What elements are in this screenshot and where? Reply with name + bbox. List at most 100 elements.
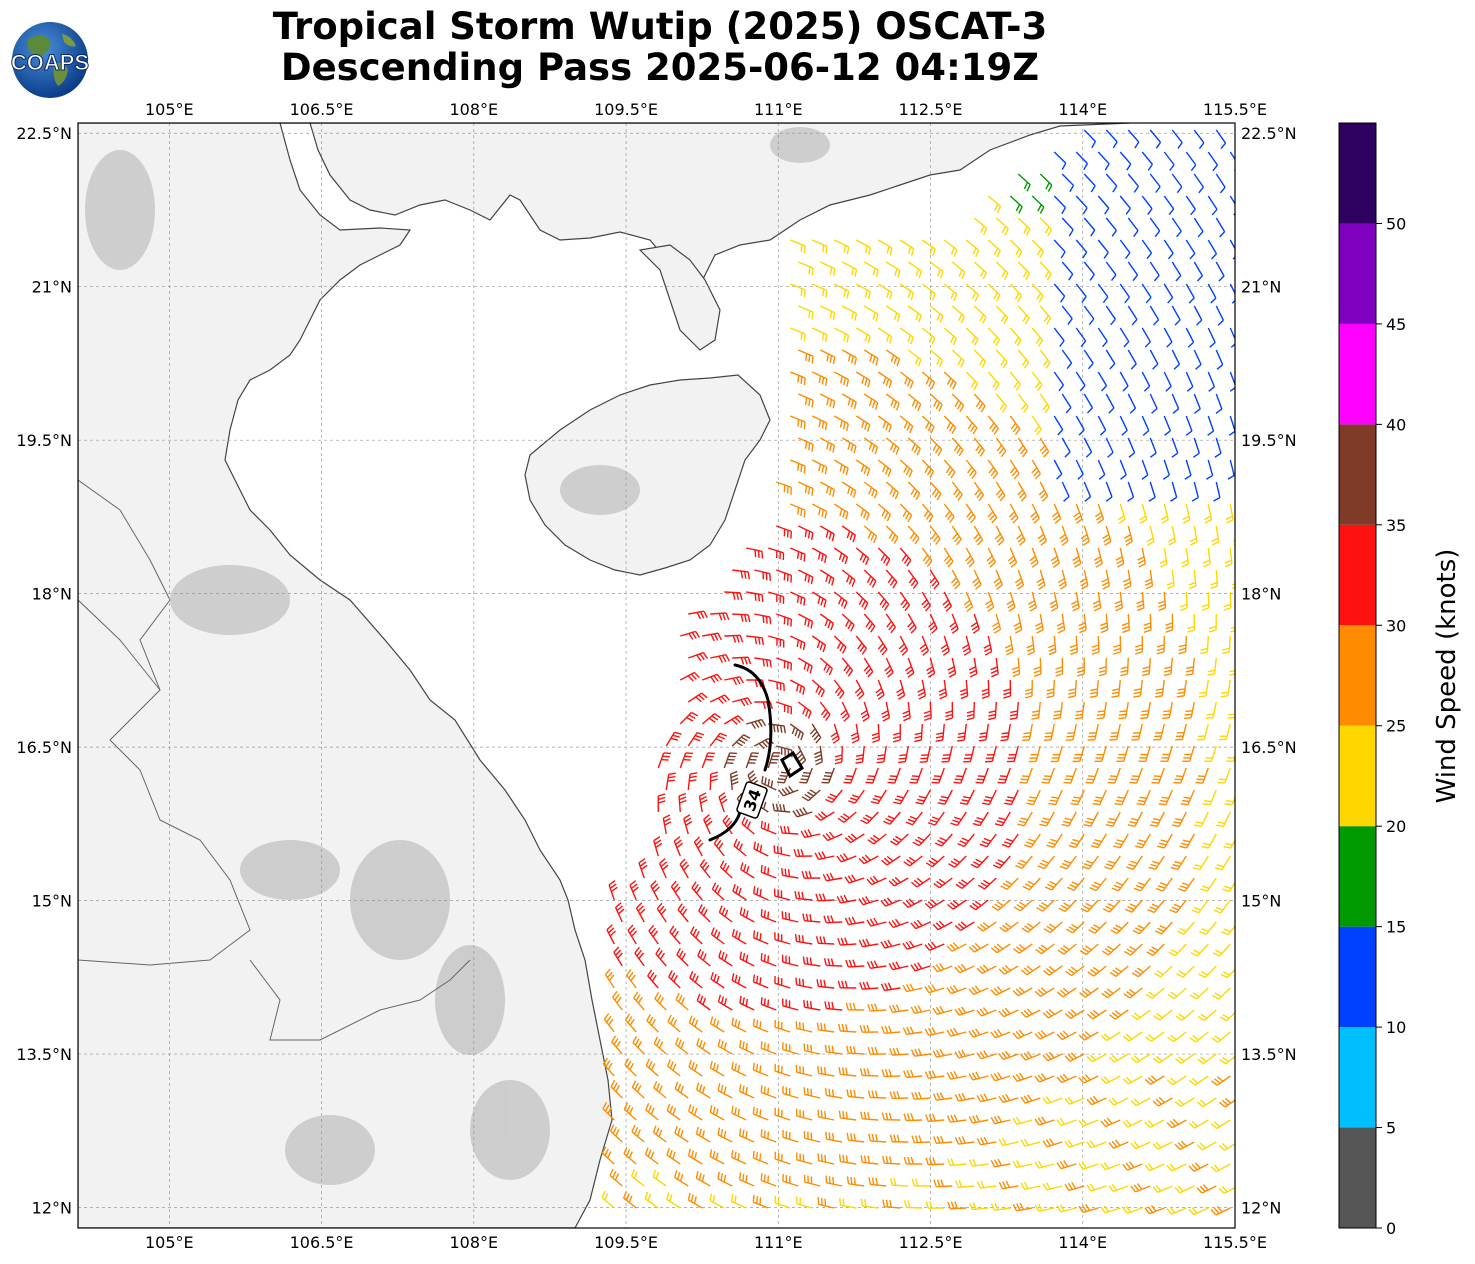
- wind-barb: [965, 283, 979, 302]
- barb-shaft: [1017, 481, 1027, 497]
- barb-flag: [979, 843, 987, 848]
- wind-barb: [951, 261, 966, 280]
- barb-flag: [773, 724, 776, 732]
- barb-shaft: [1109, 899, 1121, 913]
- barb-flag: [1024, 844, 1032, 848]
- barb-flag: [783, 826, 787, 834]
- barb-flag: [907, 246, 912, 254]
- barb-flag: [717, 632, 722, 641]
- barb-flag: [736, 635, 740, 643]
- barb-flag: [1144, 341, 1151, 348]
- barb-shaft: [1141, 327, 1151, 343]
- wind-barb: [792, 807, 813, 818]
- wind-barb: [855, 635, 867, 655]
- barb-flag: [672, 734, 680, 738]
- barb-flag: [820, 690, 825, 698]
- barb-shaft: [1031, 371, 1043, 386]
- barb-flag: [690, 673, 697, 680]
- barb-flag: [1176, 230, 1182, 238]
- barb-flag: [1080, 340, 1087, 348]
- barb-flag: [1169, 909, 1177, 914]
- barb-flag: [763, 1086, 766, 1094]
- wind-barb: [1228, 415, 1235, 436]
- barb-flag: [816, 640, 821, 649]
- barb-shaft: [1227, 679, 1231, 696]
- barb-flag: [1014, 336, 1020, 344]
- barb-flag: [713, 633, 719, 641]
- barb-flag: [1141, 710, 1149, 713]
- barb-flag: [847, 622, 853, 630]
- barb-flag: [861, 376, 865, 384]
- barb-flag: [975, 858, 983, 864]
- barb-flag: [938, 404, 943, 412]
- wind-barb: [1050, 547, 1061, 568]
- wind-barb: [1171, 173, 1183, 194]
- barb-shaft: [885, 657, 894, 673]
- barb-shaft: [1163, 459, 1171, 476]
- barb-shaft: [1222, 811, 1231, 827]
- barb-flag: [1215, 408, 1223, 414]
- barb-flag: [970, 424, 976, 432]
- wind-barb: [987, 195, 1002, 214]
- barb-flag: [842, 813, 850, 819]
- barb-flag: [1111, 695, 1119, 698]
- barb-flag: [938, 920, 945, 927]
- barb-flag: [1227, 474, 1235, 480]
- barb-flag: [948, 468, 954, 476]
- barb-flag: [892, 838, 900, 844]
- barb-shaft: [724, 676, 741, 681]
- barb-flag: [1018, 820, 1027, 824]
- barb-shaft: [732, 656, 749, 659]
- barb-shaft: [1184, 877, 1195, 892]
- barb-flag: [1015, 204, 1021, 212]
- barb-shaft: [841, 613, 855, 626]
- barb-shaft: [833, 283, 849, 292]
- barb-flag: [1014, 577, 1022, 584]
- barb-flag: [758, 637, 761, 645]
- barb-flag: [796, 684, 799, 692]
- barb-shaft: [1119, 327, 1130, 342]
- wind-barb: [753, 886, 769, 901]
- barb-flag: [1236, 453, 1242, 457]
- wind-barb: [926, 657, 936, 678]
- barb-shaft: [954, 855, 967, 868]
- barb-flag: [808, 310, 811, 319]
- barb-flag: [756, 843, 760, 851]
- barb-flag: [1048, 644, 1056, 649]
- barb-flag: [1020, 403, 1027, 411]
- barb-flag: [1154, 230, 1161, 238]
- barb-flag: [1116, 559, 1124, 565]
- barb-flag: [1031, 514, 1039, 521]
- wind-barb: [1061, 305, 1073, 325]
- barb-flag: [1241, 232, 1246, 237]
- barb-shaft: [896, 833, 909, 846]
- barb-flag: [1054, 518, 1062, 524]
- wind-barb: [1229, 670, 1235, 676]
- wind-barb: [1094, 745, 1107, 763]
- barb-flag: [806, 664, 810, 672]
- wind-barb: [673, 836, 684, 857]
- barb-flag: [725, 612, 730, 621]
- barb-shaft: [761, 915, 777, 923]
- barb-shaft: [885, 525, 899, 538]
- barb-flag: [1145, 585, 1153, 590]
- barb-flag: [725, 654, 730, 662]
- barb-shaft: [1019, 899, 1033, 912]
- barb-shaft: [965, 283, 979, 296]
- barb-flag: [1018, 445, 1024, 452]
- barb-flag: [1117, 562, 1125, 568]
- barb-shaft: [862, 899, 879, 906]
- wind-barb: [1061, 811, 1077, 827]
- barb-flag: [689, 775, 697, 779]
- barb-flag: [829, 267, 833, 275]
- barb-shaft: [951, 569, 961, 585]
- barb-shaft: [1205, 679, 1209, 696]
- barb-flag: [875, 313, 879, 322]
- barb-shaft: [877, 679, 885, 696]
- barb-flag: [1003, 695, 1011, 699]
- barb-shaft: [797, 657, 813, 667]
- barb-flag: [877, 754, 885, 757]
- barb-shaft: [1207, 195, 1218, 210]
- barb-flag: [847, 669, 854, 677]
- barb-flag: [1023, 361, 1030, 369]
